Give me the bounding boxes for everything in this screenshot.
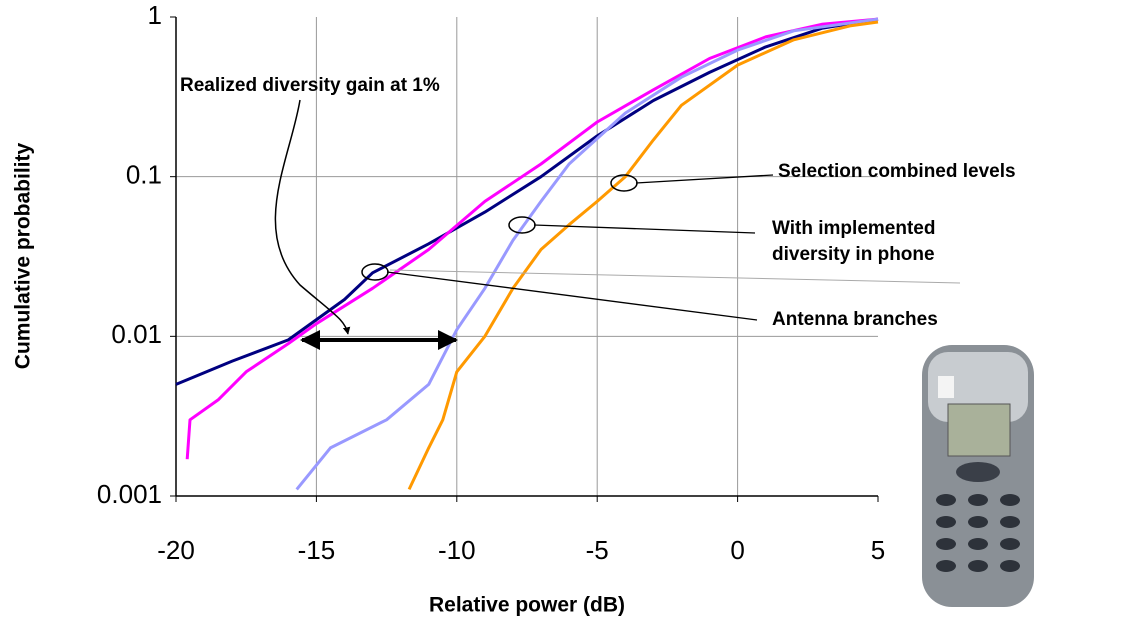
y-tick-label: 0.1 bbox=[126, 160, 162, 190]
series-line bbox=[295, 17, 879, 491]
y-tick-label: 0.01 bbox=[111, 319, 162, 349]
x-tick-label: -15 bbox=[298, 535, 336, 565]
x-tick-label: -5 bbox=[586, 535, 609, 565]
series-line bbox=[185, 17, 879, 460]
leader-line bbox=[533, 224, 756, 234]
annotation: diversity in phone bbox=[772, 244, 935, 265]
leader-line bbox=[386, 271, 758, 321]
callout-ellipse bbox=[508, 216, 536, 234]
y-tick-label: 0.001 bbox=[97, 479, 162, 509]
y-axis-title: Cumulative probability bbox=[12, 143, 35, 370]
x-tick-label: 5 bbox=[871, 535, 885, 565]
x-tick-label: 0 bbox=[730, 535, 744, 565]
series-line bbox=[175, 17, 879, 386]
annotation: With implemented bbox=[772, 218, 935, 239]
leader-curve bbox=[274, 99, 351, 335]
annotation: Realized diversity gain at 1% bbox=[180, 75, 440, 96]
annotation: Selection combined levels bbox=[778, 161, 1016, 182]
x-tick-label: -10 bbox=[438, 535, 476, 565]
leader-line bbox=[635, 174, 774, 184]
x-tick-label: -20 bbox=[157, 535, 195, 565]
y-tick-label: 1 bbox=[148, 0, 162, 30]
x-axis-title: Relative power (dB) bbox=[429, 594, 625, 617]
series-line bbox=[407, 20, 879, 491]
annotation: Antenna branches bbox=[772, 309, 938, 330]
guide-line bbox=[389, 269, 961, 284]
phone-image bbox=[922, 345, 1034, 607]
